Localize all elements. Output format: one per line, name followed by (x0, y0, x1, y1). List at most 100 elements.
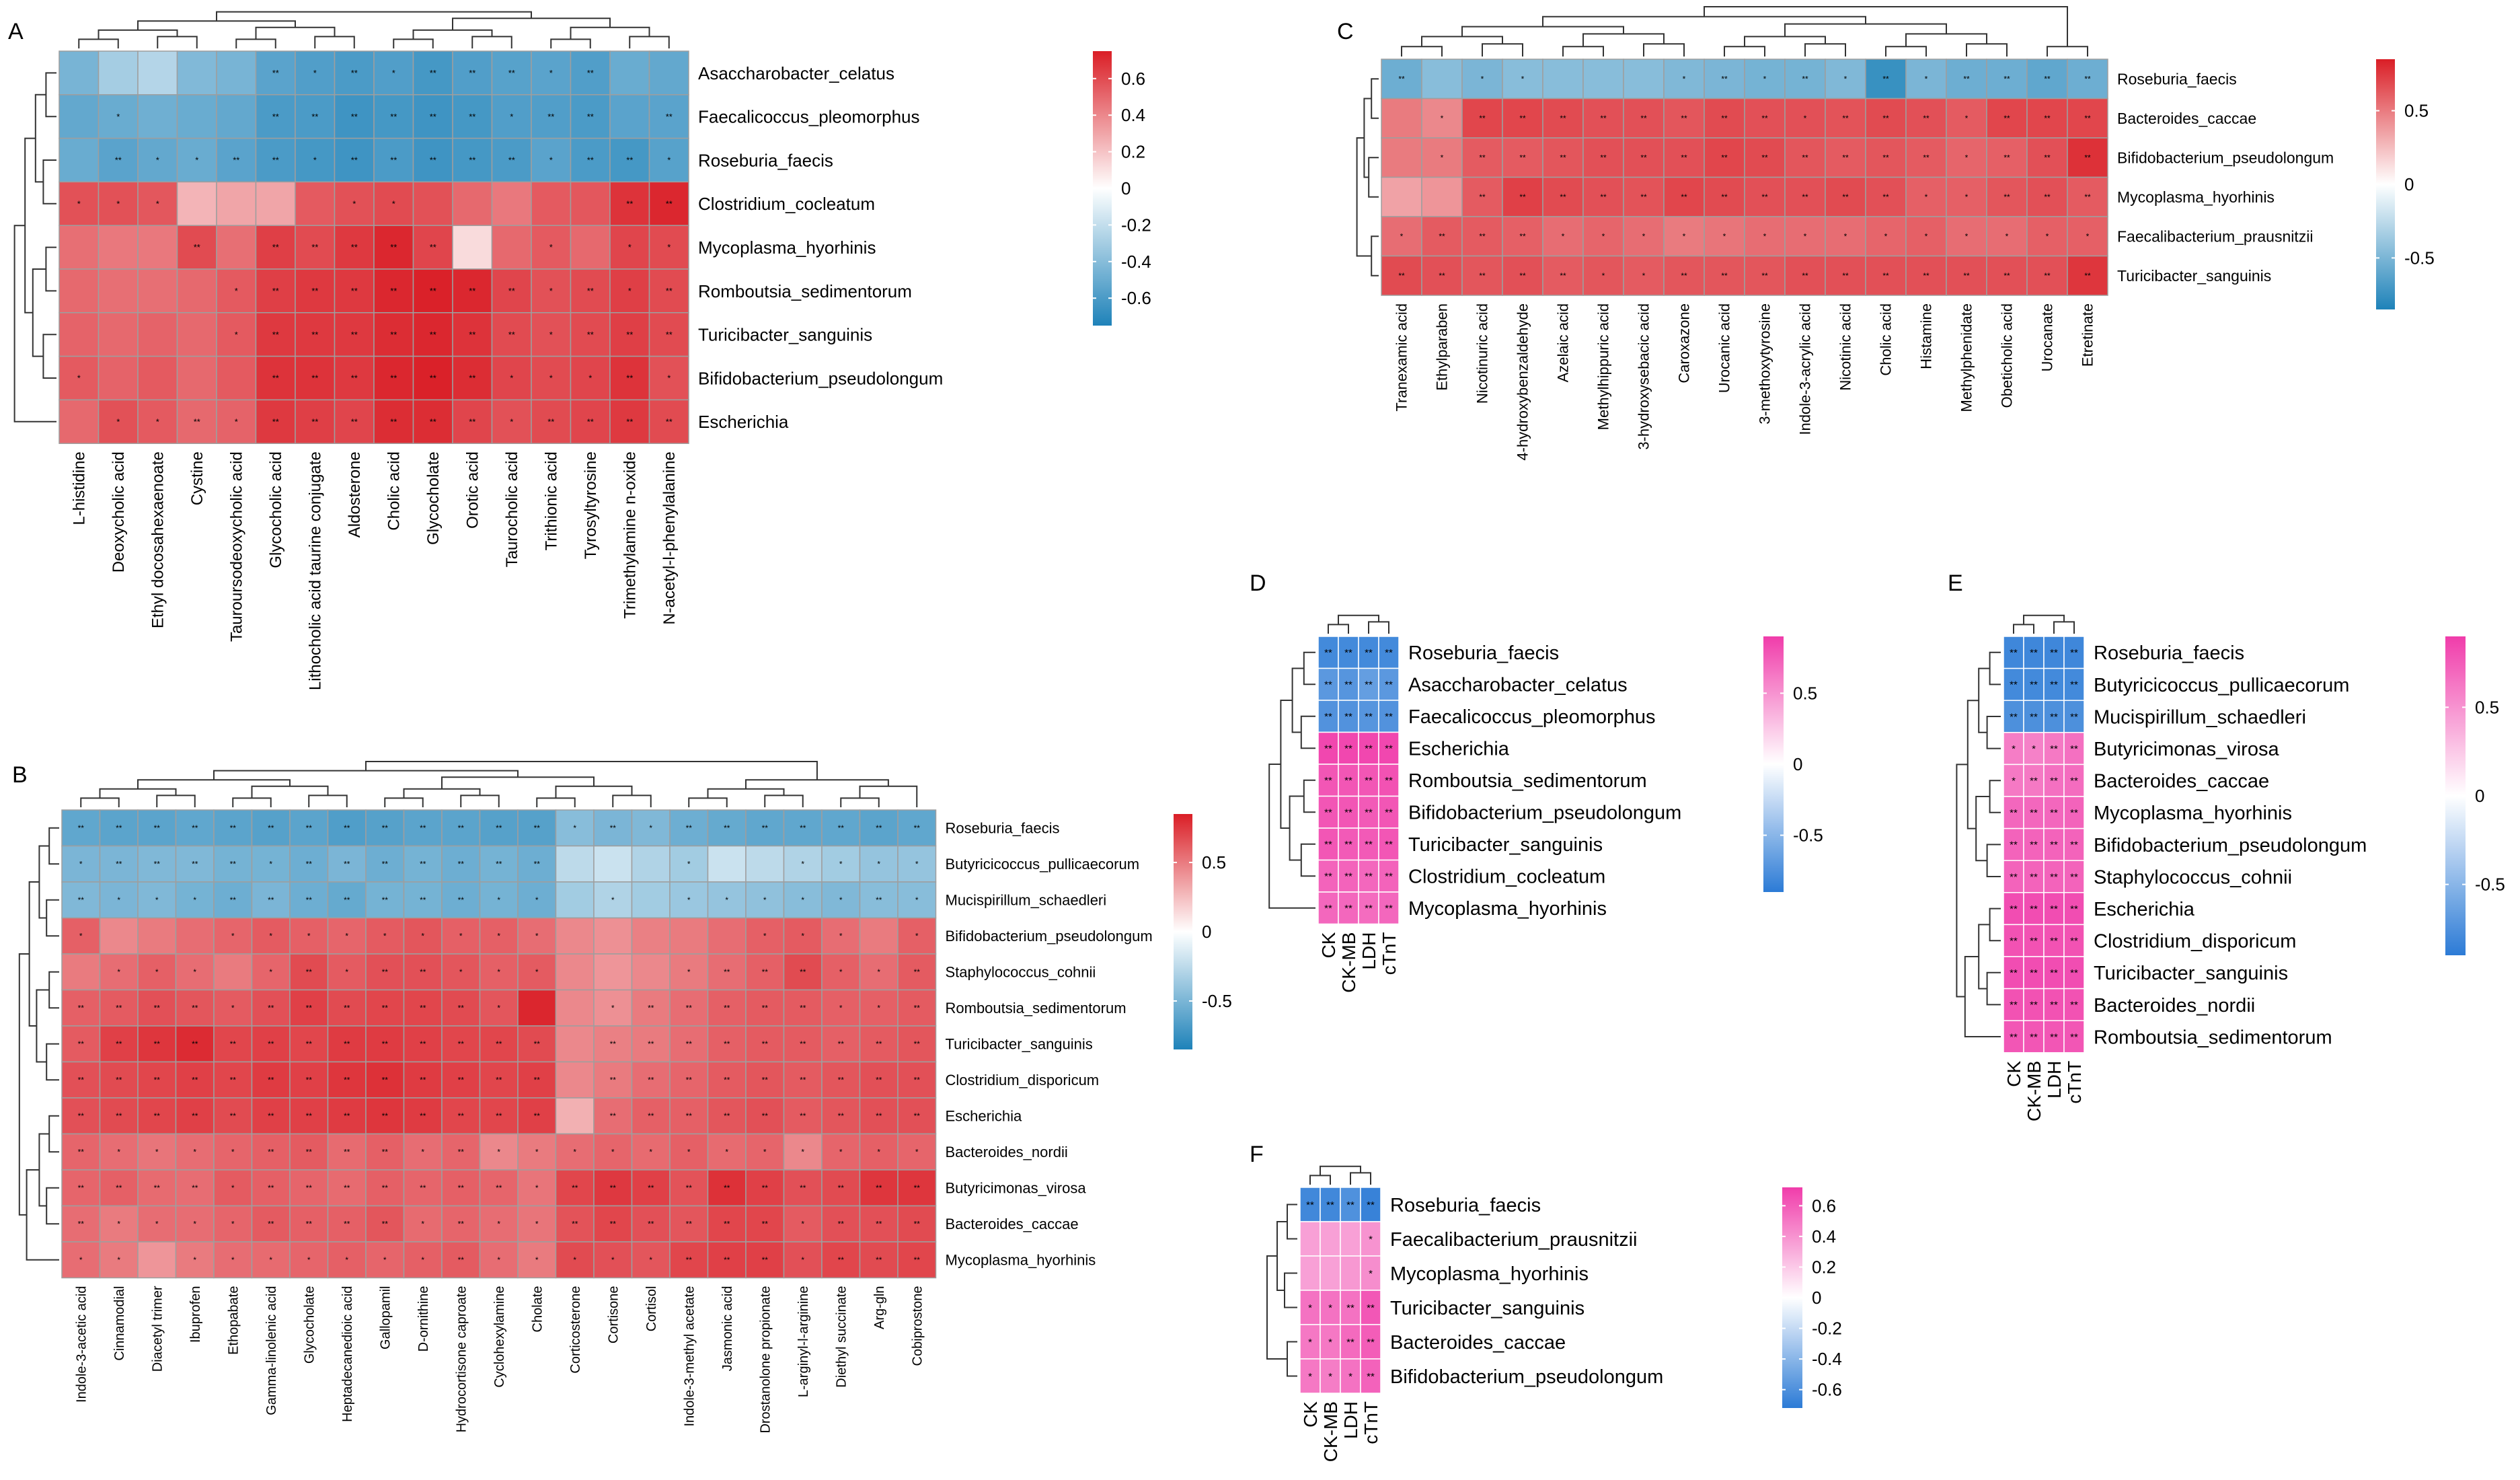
heatmap-cell (1825, 98, 1866, 139)
heatmap-cell (570, 312, 611, 357)
significance-star: ** (390, 286, 397, 296)
column-label: Gamma-linolenic acid (264, 1286, 279, 1415)
column-label: Etretinate (2079, 303, 2096, 367)
row-dendrogram-branch (1303, 779, 1315, 813)
significance-star: * (156, 155, 159, 165)
significance-star: ** (724, 1111, 730, 1121)
heatmap-cell (255, 399, 296, 444)
heatmap-cell (327, 917, 367, 955)
significance-star: * (549, 330, 553, 340)
heatmap-cell (213, 1241, 253, 1279)
heatmap-cell (255, 181, 296, 226)
heatmap-cell (609, 225, 650, 270)
significance-star: ** (382, 1219, 389, 1228)
row-label: Faecalicoccus_pleomorphus (1408, 706, 1656, 728)
heatmap-cell (213, 1061, 253, 1099)
significance-star: * (231, 1255, 235, 1265)
significance-star: ** (458, 1183, 465, 1193)
heatmap-cell (897, 1133, 937, 1171)
heatmap-cell (531, 50, 572, 96)
column-dendrogram-branch (745, 779, 889, 789)
column-dendrogram-branch (550, 38, 591, 48)
heatmap-cell (1360, 1187, 1381, 1222)
significance-star: * (117, 1219, 120, 1228)
significance-star: ** (648, 1219, 654, 1228)
significance-star: ** (344, 1147, 350, 1156)
significance-star: ** (648, 1183, 654, 1193)
significance-star: * (549, 155, 553, 165)
heatmap-cell (99, 809, 139, 847)
significance-star: * (1308, 1302, 1312, 1314)
heatmap-cell (631, 881, 671, 919)
column-dendrogram-branch (156, 794, 196, 807)
row-label: Bacteroides_nordii (946, 1144, 1068, 1160)
significance-star: * (117, 1147, 120, 1156)
significance-star: ** (1842, 271, 1849, 281)
heatmap-cell (213, 845, 253, 883)
significance-star: * (1308, 1337, 1312, 1348)
heatmap-cell (327, 1241, 367, 1279)
significance-star: ** (272, 242, 279, 252)
heatmap-cell (137, 917, 177, 955)
column-dendrogram-branch (629, 36, 670, 48)
heatmap-cell (648, 312, 689, 357)
significance-star: ** (469, 416, 475, 427)
heatmap-cell (175, 1025, 215, 1063)
heatmap-cell (593, 953, 633, 991)
colorbar-tick-label: -0.5 (2404, 248, 2435, 268)
row-dendrogram-branch (1967, 700, 1979, 829)
heatmap-cell (821, 1061, 861, 1099)
heatmap-cell (593, 1025, 633, 1063)
heatmap-cell (403, 1241, 443, 1279)
significance-star: * (2046, 231, 2049, 241)
heatmap-cell (2043, 732, 2065, 766)
significance-star: * (421, 1255, 424, 1265)
heatmap-cell (334, 225, 375, 270)
panel-label-text: D (1250, 570, 1266, 596)
column-dendrogram-branch (1421, 36, 1503, 47)
column-label: 4-hydroxybenzaldehyde (1515, 303, 1531, 461)
significance-star: ** (458, 1075, 465, 1084)
significance-star: ** (420, 1075, 426, 1084)
row-dendrogram-branch (1978, 924, 1990, 990)
heatmap-cell (1582, 98, 1624, 139)
significance-star: * (352, 198, 356, 209)
significance-star: * (1965, 153, 1969, 162)
heatmap-cell (334, 355, 375, 401)
significance-star: ** (1721, 114, 1728, 123)
row-label: Romboutsia_sedimentorum (1408, 770, 1647, 792)
significance-star: ** (587, 330, 594, 340)
significance-star: ** (194, 242, 200, 252)
heatmap-cell (59, 312, 100, 357)
significance-star: ** (762, 1075, 769, 1084)
row-label: Mycoplasma_hyorhinis (946, 1252, 1096, 1269)
heatmap-cell (1378, 764, 1400, 797)
row-dendrogram-branch (1303, 651, 1315, 686)
significance-star: * (235, 286, 238, 296)
heatmap-cell (175, 989, 215, 1027)
heatmap-cell (555, 1205, 595, 1243)
heatmap-cell (213, 1169, 253, 1207)
significance-star: ** (458, 1003, 465, 1012)
significance-star: ** (1923, 271, 1930, 281)
column-dendrogram-branch (99, 788, 177, 799)
significance-star: ** (382, 1003, 389, 1012)
significance-star: ** (496, 1111, 502, 1121)
significance-star: * (687, 967, 691, 977)
row-dendrogram-branch (1986, 716, 2001, 749)
heatmap-cell (137, 1097, 177, 1135)
heatmap-cell (213, 989, 253, 1027)
significance-star: * (549, 373, 553, 383)
column-dendrogram-branch (764, 794, 804, 807)
heatmap-cell (2043, 796, 2065, 829)
significance-star: ** (230, 1075, 237, 1084)
heatmap-cell (1865, 137, 1907, 178)
significance-star: ** (344, 1003, 350, 1012)
column-label: Histamine (1918, 303, 1935, 369)
heatmap-cell (1318, 667, 1339, 701)
heatmap-cell (1784, 255, 1826, 296)
significance-star: ** (1963, 271, 1970, 281)
column-label: Indole-3-acetic acid (74, 1286, 89, 1403)
significance-star: ** (344, 1183, 350, 1193)
significance-star: * (915, 895, 919, 905)
